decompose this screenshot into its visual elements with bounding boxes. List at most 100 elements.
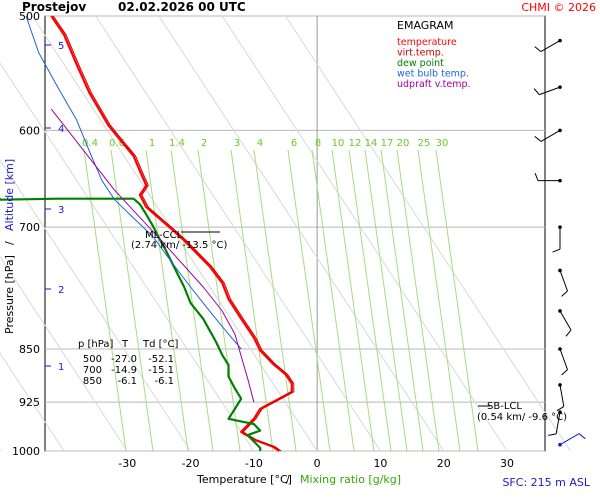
skewed-isotherm — [31, 15, 318, 452]
wind-barb-staff — [559, 270, 568, 292]
altitude-tick-label: 1 — [58, 362, 64, 373]
mixing-ratio-label: 2 — [201, 138, 207, 149]
mixing-ratio-label: 6 — [291, 138, 297, 149]
mixing-ratio-line — [197, 149, 241, 452]
wind-barb-flag — [578, 433, 586, 440]
wind-barb-flag — [552, 248, 561, 253]
wind-barb-flag — [548, 433, 557, 436]
legend-item: dew point — [397, 58, 444, 69]
series-virt-temp — [52, 15, 295, 452]
mixing-ratio-label: 1 — [149, 138, 155, 149]
wind-barb-station — [558, 225, 562, 229]
legend-item: wet bulb temp. — [397, 69, 469, 80]
wind-barb-station — [558, 410, 562, 414]
chart-title: EMAGRAM — [397, 19, 454, 32]
wind-barb-staff — [540, 40, 561, 53]
temperature-tick-label: -10 — [245, 457, 263, 470]
pressure-tick-label: 600 — [19, 124, 40, 137]
copyright: CHMI © 2026 — [521, 1, 596, 14]
y-axis-label: Pressure [hPa] — [3, 255, 16, 334]
mixing-ratio-line — [311, 149, 355, 452]
wind-barb-staff — [539, 86, 561, 96]
wind-barb-flag — [561, 369, 568, 376]
mixing-ratio-label: 12 — [349, 138, 362, 149]
pressure-tick-label: 500 — [19, 10, 40, 23]
x-axis-label: Temperature [°C] — [196, 473, 292, 486]
wind-barb-station — [558, 85, 562, 89]
wind-barb-station — [558, 442, 562, 447]
wind-barb-staff — [559, 384, 565, 407]
temperature-tick-label: 0 — [314, 457, 321, 470]
pressure-tick-label: 850 — [19, 343, 40, 356]
y-axis-separator: / — [3, 241, 16, 245]
wind-barb-flag — [565, 329, 572, 337]
table-cell: 850 — [83, 376, 102, 387]
pressure-tick-label: 700 — [19, 221, 40, 234]
mixing-ratio-label: 25 — [418, 138, 431, 149]
mixing-ratio-label: 10 — [332, 138, 345, 149]
skewed-isotherm — [0, 352, 65, 452]
sounding-datetime: 02.02.2026 00 UTC — [118, 0, 246, 14]
temperature-tick-label: 10 — [373, 457, 387, 470]
table-cell: -6.1 — [154, 376, 174, 387]
table-cell: 500 — [83, 354, 102, 365]
plot-area — [44, 15, 546, 452]
wind-barb-station — [558, 309, 562, 313]
wind-barb-station — [558, 178, 562, 183]
mixing-ratio-label: 20 — [397, 138, 410, 149]
temperature-tick-label: 20 — [437, 457, 451, 470]
wind-barb-station — [558, 383, 562, 387]
legend-item: udpraft v.temp. — [397, 79, 471, 90]
x-axis-label-mixing: Mixing ratio [g/kg] — [300, 473, 401, 486]
table-cell: -14.9 — [111, 365, 137, 376]
wind-barb-flag — [534, 173, 539, 181]
sb-lcl-detail: (0.54 km/ -9.6 °C) — [477, 412, 567, 423]
mixing-ratio-label: 3 — [234, 138, 240, 149]
wind-barb-station — [558, 38, 562, 43]
temperature-tick-label: -30 — [118, 457, 136, 470]
legend-item: temperature — [397, 37, 457, 48]
skewed-isotherm — [0, 255, 128, 452]
mixing-ratio-lines: 0.4 0.6 1 1.4 2 3 4 6 8 10 12 14 17 20 25 30 — [82, 138, 479, 452]
series-layer — [0, 15, 295, 452]
wind-barb-staff — [540, 129, 561, 142]
wind-barb-staff — [559, 310, 572, 331]
skewed-isotherm — [0, 62, 255, 452]
table-header: p [hPa] — [78, 339, 113, 350]
mixing-ratio-label: 17 — [381, 138, 394, 149]
mixing-ratio-line — [331, 149, 375, 452]
mixing-ratio-line — [396, 149, 440, 452]
wind-barb-station — [558, 347, 562, 351]
pressure-tick-label: 1000 — [12, 445, 40, 458]
x-axis-separator: / — [286, 473, 290, 486]
mixing-ratio-label: 1.4 — [169, 138, 185, 149]
mixing-ratio-label: 4 — [257, 138, 263, 149]
sb-lcl-label: SB-LCL — [487, 401, 522, 412]
altitude-tick-label: 5 — [58, 41, 64, 52]
mixing-ratio-label: 14 — [365, 138, 378, 149]
skewed-isotherm — [158, 15, 445, 452]
wind-barb-station — [558, 128, 562, 133]
wind-barb-flag — [533, 88, 540, 95]
mixing-ratio-line — [417, 149, 461, 452]
table-cell: 700 — [83, 365, 102, 376]
wind-barbs — [533, 38, 586, 447]
table-cell: -6.1 — [117, 376, 137, 387]
legend-item: virt.temp. — [397, 48, 444, 59]
wind-barb-station — [558, 268, 562, 273]
altitude-tick-label: 3 — [58, 205, 64, 216]
mixing-ratio-label: 0.6 — [109, 138, 125, 149]
wind-barb-staff — [559, 348, 568, 370]
series-temperature — [50, 15, 293, 452]
y-axis-label-altitude: Altitude [km] — [3, 159, 16, 231]
wind-barb-staff — [555, 412, 561, 434]
skewed-isotherm — [221, 15, 508, 452]
wind-barb-flag — [534, 46, 542, 53]
temperature-tick-label: -20 — [182, 457, 200, 470]
series-udpraft-v-temp- — [50, 108, 255, 403]
mixing-ratio-label: 30 — [436, 138, 449, 149]
altitude-tick-label: 2 — [58, 285, 64, 296]
altitude-tick-label: 4 — [58, 124, 64, 135]
mixing-ratio-line — [110, 149, 154, 452]
